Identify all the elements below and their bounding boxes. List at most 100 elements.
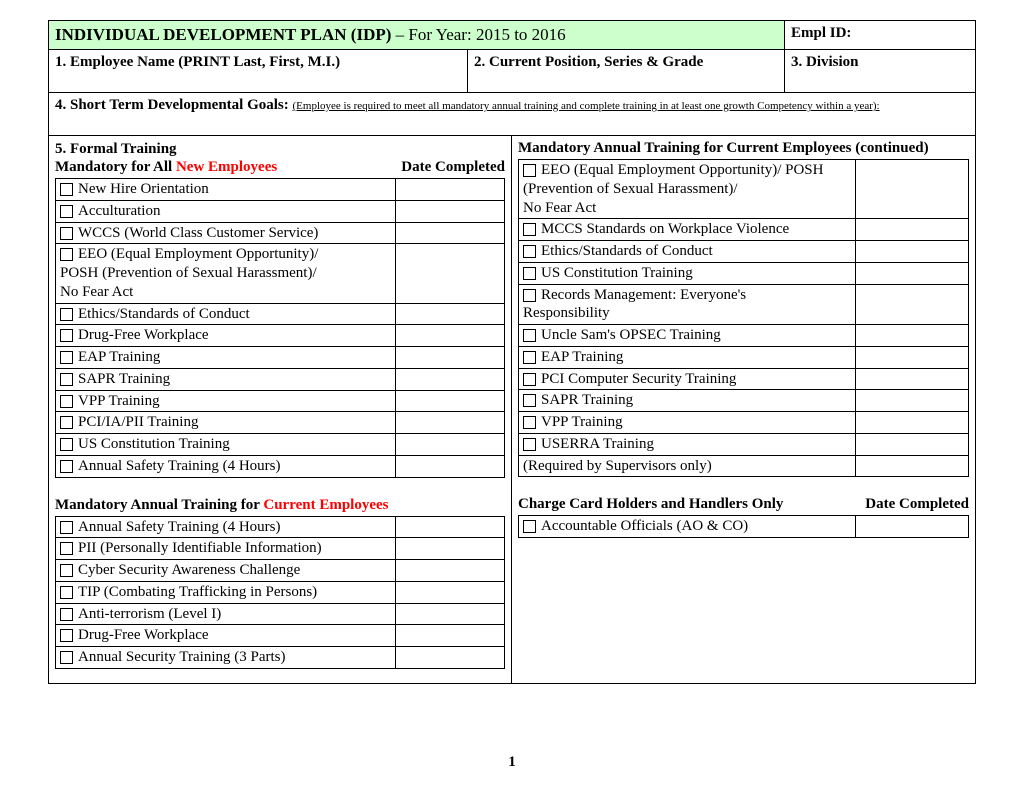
training-item-label: USERRA Training bbox=[541, 435, 654, 454]
training-item: New Hire Orientation bbox=[56, 179, 395, 200]
continued-table: EEO (Equal Employment Opportunity)/ POSH… bbox=[518, 159, 969, 477]
date-completed-cell[interactable] bbox=[855, 325, 968, 346]
date-completed-cell[interactable] bbox=[855, 434, 968, 455]
spacer bbox=[55, 478, 505, 496]
form-title-cell: INDIVIDUAL DEVELOPMENT PLAN (IDP) – For … bbox=[49, 21, 785, 49]
date-completed-cell[interactable] bbox=[395, 223, 504, 244]
date-completed-cell[interactable] bbox=[855, 285, 968, 325]
checkbox-icon[interactable] bbox=[60, 416, 73, 429]
table-row: USERRA Training bbox=[519, 434, 968, 456]
training-item-label: MCCS Standards on Workplace Violence bbox=[541, 220, 789, 239]
body-row: 5. Formal Training Mandatory for All New… bbox=[49, 136, 975, 683]
training-item: SAPR Training bbox=[56, 369, 395, 390]
checkbox-icon[interactable] bbox=[523, 289, 536, 302]
date-completed-cell[interactable] bbox=[855, 347, 968, 368]
training-item: Drug-Free Workplace bbox=[56, 325, 395, 346]
page: INDIVIDUAL DEVELOPMENT PLAN (IDP) – For … bbox=[0, 0, 1024, 811]
training-item-label: Annual Safety Training (4 Hours) bbox=[78, 518, 281, 537]
table-row: EEO (Equal Employment Opportunity)/ POSH… bbox=[519, 160, 968, 219]
table-row: (Required by Supervisors only) bbox=[519, 456, 968, 478]
date-completed-cell[interactable] bbox=[395, 517, 504, 538]
training-item: EAP Training bbox=[56, 347, 395, 368]
checkbox-icon[interactable] bbox=[60, 651, 73, 664]
date-completed-cell[interactable] bbox=[395, 179, 504, 200]
training-item: EEO (Equal Employment Opportunity)/POSH … bbox=[56, 244, 395, 302]
training-item: TIP (Combating Trafficking in Persons) bbox=[56, 582, 395, 603]
new-employees-table: New Hire OrientationAcculturationWCCS (W… bbox=[55, 178, 505, 478]
training-item-label: VPP Training bbox=[541, 413, 623, 432]
training-item-label: WCCS (World Class Customer Service) bbox=[78, 224, 318, 243]
checkbox-icon[interactable] bbox=[60, 227, 73, 240]
table-row: Drug-Free Workplace bbox=[56, 325, 504, 347]
date-completed-cell[interactable] bbox=[395, 647, 504, 668]
date-completed-cell[interactable] bbox=[855, 516, 968, 537]
checkbox-icon[interactable] bbox=[60, 183, 73, 196]
checkbox-icon[interactable] bbox=[523, 438, 536, 451]
checkbox-icon[interactable] bbox=[523, 164, 536, 177]
date-completed-cell[interactable] bbox=[395, 201, 504, 222]
header-row: INDIVIDUAL DEVELOPMENT PLAN (IDP) – For … bbox=[49, 21, 975, 50]
mandatory-new-heading: Mandatory for All New Employees Date Com… bbox=[55, 159, 505, 176]
left-column: 5. Formal Training Mandatory for All New… bbox=[49, 136, 512, 683]
checkbox-icon[interactable] bbox=[60, 460, 73, 473]
date-completed-cell[interactable] bbox=[395, 412, 504, 433]
date-completed-cell[interactable] bbox=[855, 160, 968, 218]
checkbox-icon[interactable] bbox=[60, 542, 73, 555]
checkbox-icon[interactable] bbox=[60, 395, 73, 408]
checkbox-icon[interactable] bbox=[60, 373, 73, 386]
checkbox-icon[interactable] bbox=[60, 629, 73, 642]
date-completed-cell[interactable] bbox=[395, 625, 504, 646]
checkbox-icon[interactable] bbox=[60, 586, 73, 599]
date-completed-cell[interactable] bbox=[395, 538, 504, 559]
date-completed-cell[interactable] bbox=[395, 582, 504, 603]
checkbox-icon[interactable] bbox=[523, 329, 536, 342]
training-item-label: Annual Safety Training (4 Hours) bbox=[78, 457, 281, 476]
table-row: EAP Training bbox=[519, 347, 968, 369]
checkbox-icon[interactable] bbox=[60, 329, 73, 342]
checkbox-icon[interactable] bbox=[60, 351, 73, 364]
training-item: Records Management: Everyone'sResponsibi… bbox=[519, 285, 855, 325]
training-item: Accountable Officials (AO & CO) bbox=[519, 516, 855, 537]
date-completed-cell[interactable] bbox=[395, 560, 504, 581]
training-item: VPP Training bbox=[519, 412, 855, 433]
date-completed-cell[interactable] bbox=[395, 391, 504, 412]
form-title-bold: INDIVIDUAL DEVELOPMENT PLAN (IDP) bbox=[55, 25, 391, 44]
table-row: PII (Personally Identifiable Information… bbox=[56, 538, 504, 560]
table-row: VPP Training bbox=[519, 412, 968, 434]
date-completed-cell[interactable] bbox=[395, 369, 504, 390]
date-completed-cell[interactable] bbox=[395, 325, 504, 346]
date-completed-cell[interactable] bbox=[855, 219, 968, 240]
checkbox-icon[interactable] bbox=[523, 351, 536, 364]
training-item-label: US Constitution Training bbox=[78, 435, 230, 454]
date-completed-cell[interactable] bbox=[855, 369, 968, 390]
date-completed-cell[interactable] bbox=[855, 412, 968, 433]
table-row: EEO (Equal Employment Opportunity)/POSH … bbox=[56, 244, 504, 303]
checkbox-icon[interactable] bbox=[60, 205, 73, 218]
checkbox-icon[interactable] bbox=[60, 608, 73, 621]
checkbox-icon[interactable] bbox=[523, 245, 536, 258]
formal-training-heading: 5. Formal Training bbox=[55, 141, 505, 158]
date-completed-cell[interactable] bbox=[395, 434, 504, 455]
date-completed-cell[interactable] bbox=[855, 263, 968, 284]
checkbox-icon[interactable] bbox=[523, 373, 536, 386]
date-completed-cell[interactable] bbox=[395, 604, 504, 625]
checkbox-icon[interactable] bbox=[60, 438, 73, 451]
date-completed-cell[interactable] bbox=[395, 244, 504, 302]
date-completed-cell[interactable] bbox=[855, 241, 968, 262]
checkbox-icon[interactable] bbox=[523, 520, 536, 533]
checkbox-icon[interactable] bbox=[60, 564, 73, 577]
date-completed-cell[interactable] bbox=[395, 304, 504, 325]
checkbox-icon[interactable] bbox=[60, 521, 73, 534]
date-completed-cell[interactable] bbox=[395, 347, 504, 368]
checkbox-icon[interactable] bbox=[60, 308, 73, 321]
checkbox-icon[interactable] bbox=[523, 416, 536, 429]
checkbox-icon[interactable] bbox=[60, 248, 73, 261]
date-completed-cell[interactable] bbox=[395, 456, 504, 477]
training-item: Annual Security Training (3 Parts) bbox=[56, 647, 395, 668]
date-completed-cell[interactable] bbox=[855, 390, 968, 411]
checkbox-icon[interactable] bbox=[523, 223, 536, 236]
table-row: Drug-Free Workplace bbox=[56, 625, 504, 647]
form-outer: INDIVIDUAL DEVELOPMENT PLAN (IDP) – For … bbox=[48, 20, 976, 684]
checkbox-icon[interactable] bbox=[523, 267, 536, 280]
checkbox-icon[interactable] bbox=[523, 394, 536, 407]
